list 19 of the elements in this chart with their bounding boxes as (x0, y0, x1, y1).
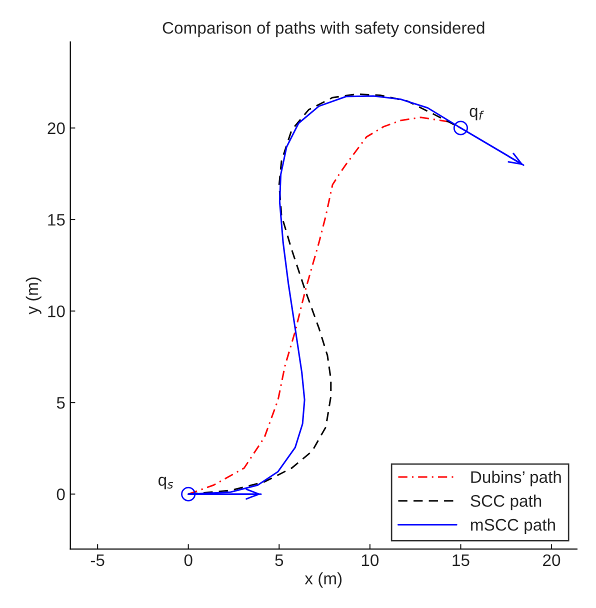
annotation: q$_{s}$ (158, 476, 174, 490)
y-tick-label: 20 (48, 122, 65, 134)
x-tick-label: 10 (362, 554, 379, 566)
y-tick-label: 15 (48, 214, 65, 226)
legend-label: mSCC path (471, 518, 555, 534)
legend-label: Dubins’ path (471, 470, 561, 486)
x-tick-label: 20 (543, 554, 560, 566)
y-tick-label: 10 (48, 305, 65, 318)
x-axis-title: x (m) (304, 572, 342, 588)
x-tick-label: -5 (90, 554, 104, 566)
legend-label: SCC path (470, 494, 542, 510)
y-axis-title: y (m) (26, 278, 42, 314)
x-tick-label: 5 (275, 554, 284, 566)
chart-title: Comparison of paths with safety considered (162, 22, 484, 38)
x-tick-label: 0 (184, 554, 192, 566)
annotation: q$_{f}$ (470, 108, 484, 120)
x-tick-label: 15 (452, 554, 470, 566)
y-tick-label: 5 (56, 397, 65, 409)
y-tick-label: 0 (56, 488, 65, 500)
